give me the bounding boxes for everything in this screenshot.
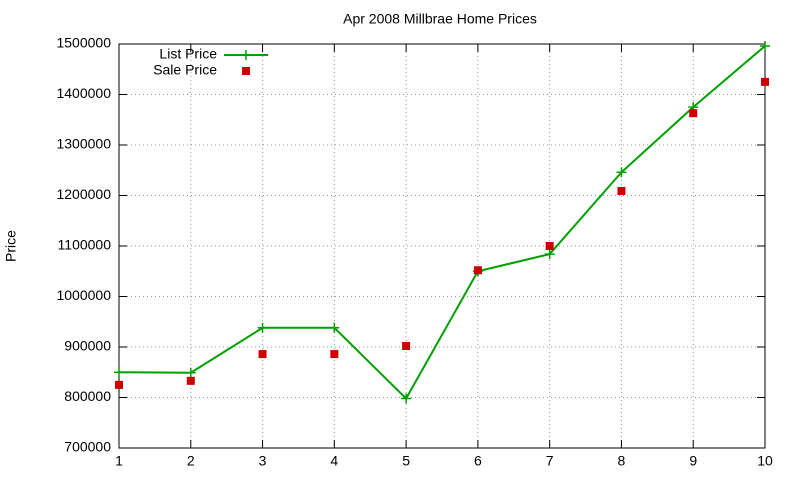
- data-point: [329, 322, 340, 333]
- x-tick-label: 10: [757, 453, 773, 469]
- y-tick-label: 900000: [64, 338, 111, 354]
- x-tick-label: 3: [259, 453, 267, 469]
- data-point: [545, 242, 554, 250]
- x-tick-label: 9: [689, 453, 697, 469]
- data-point: [185, 367, 196, 378]
- data-point: [761, 77, 769, 86]
- x-tick-label: 7: [546, 453, 554, 469]
- x-tick-label: 5: [402, 453, 410, 469]
- data-point: [114, 367, 124, 378]
- data-point: [257, 322, 268, 333]
- x-tick-label: 4: [330, 453, 338, 469]
- legend-label: List Price: [159, 46, 217, 62]
- data-point: [760, 41, 770, 52]
- data-point: [402, 341, 411, 350]
- chart-title: Apr 2008 Millbrae Home Prices: [343, 11, 537, 27]
- y-tick-label: 1300000: [56, 136, 111, 152]
- legend-label: Sale Price: [153, 62, 217, 78]
- data-point: [258, 350, 267, 359]
- data-point: [401, 393, 412, 404]
- data-point: [544, 249, 555, 260]
- data-point: [186, 376, 195, 385]
- data-point: [115, 380, 123, 389]
- legend-marker: [241, 50, 251, 60]
- data-point: [473, 266, 482, 275]
- y-tick-label: 1200000: [56, 186, 111, 202]
- x-tick-label: 8: [618, 453, 626, 469]
- data-point: [689, 109, 698, 118]
- x-tick-label: 2: [187, 453, 195, 469]
- y-tick-label: 1400000: [56, 85, 111, 101]
- data-point: [330, 350, 339, 359]
- y-tick-label: 1500000: [56, 35, 111, 51]
- plot-border: [118, 43, 766, 449]
- series-line: [118, 45, 766, 401]
- x-tick-label: 6: [474, 453, 482, 469]
- y-tick-label: 700000: [64, 439, 111, 455]
- y-tick-label: 800000: [64, 388, 111, 404]
- y-axis-label: Price: [3, 230, 19, 262]
- data-point: [617, 186, 626, 195]
- y-tick-label: 1100000: [58, 237, 112, 253]
- y-tick-label: 1000000: [56, 287, 111, 303]
- legend-marker: [242, 67, 250, 75]
- data-point: [616, 167, 627, 178]
- x-tick-label: 1: [115, 453, 123, 469]
